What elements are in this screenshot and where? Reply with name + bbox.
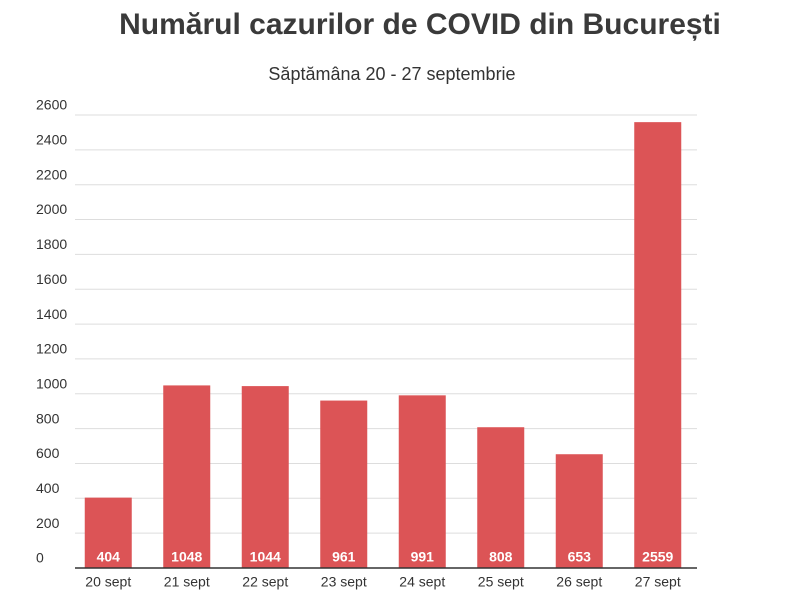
y-tick-label: 200 xyxy=(36,515,60,531)
value-label: 808 xyxy=(489,549,513,565)
value-label: 404 xyxy=(97,549,121,565)
x-tick-label: 23 sept xyxy=(321,574,367,590)
bar xyxy=(634,122,682,568)
value-label: 653 xyxy=(568,549,592,565)
y-tick-label: 1800 xyxy=(36,236,67,252)
value-label: 961 xyxy=(332,549,356,565)
bar xyxy=(241,386,289,568)
x-tick-label: 21 sept xyxy=(164,574,210,590)
y-tick-label: 1600 xyxy=(36,271,67,287)
chart-subtitle: Săptămâna 20 - 27 septembrie xyxy=(268,64,515,84)
chart-title: Numărul cazurilor de COVID din București xyxy=(119,8,721,41)
x-tick-label: 22 sept xyxy=(242,574,288,590)
y-tick-label: 2600 xyxy=(36,97,67,113)
y-tick-label: 600 xyxy=(36,445,60,461)
y-tick-label: 1400 xyxy=(36,306,67,322)
y-tick-label: 1000 xyxy=(36,375,67,391)
bar xyxy=(477,427,525,568)
bar xyxy=(163,385,211,568)
bar xyxy=(320,400,368,568)
x-tick-label: 27 sept xyxy=(635,574,681,590)
bar xyxy=(84,497,132,568)
x-tick-label: 24 sept xyxy=(399,574,445,590)
value-label: 991 xyxy=(411,549,435,565)
x-tick-label: 20 sept xyxy=(85,574,131,590)
value-label: 1044 xyxy=(250,549,281,565)
bar xyxy=(398,395,446,568)
y-tick-label: 2200 xyxy=(36,166,67,182)
x-tick-label: 25 sept xyxy=(478,574,524,590)
y-tick-label: 800 xyxy=(36,410,60,426)
value-label: 2559 xyxy=(642,549,673,565)
y-tick-label: 1200 xyxy=(36,341,67,357)
y-tick-label: 2000 xyxy=(36,201,67,217)
value-label: 1048 xyxy=(171,549,202,565)
y-tick-label: 2400 xyxy=(36,132,67,148)
y-tick-label: 0 xyxy=(36,550,44,566)
y-tick-label: 400 xyxy=(36,480,60,496)
bar xyxy=(555,454,603,568)
x-tick-label: 26 sept xyxy=(556,574,602,590)
